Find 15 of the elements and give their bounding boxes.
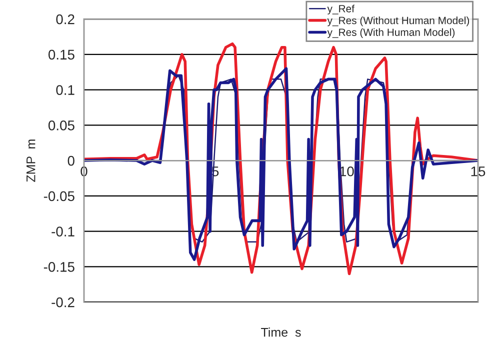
y-tick-label: 0.05 bbox=[48, 120, 74, 130]
y-tick-label: -0.2 bbox=[52, 297, 74, 308]
y-tick-label: -0.15 bbox=[44, 262, 74, 272]
y-tick-label: 0 bbox=[68, 156, 74, 166]
y-tick-label: -0.1 bbox=[52, 226, 74, 236]
x-axis-title: Time s bbox=[261, 328, 301, 337]
y-tick-label: -0.05 bbox=[44, 191, 74, 202]
legend-label: y_Res (Without Human Model) bbox=[327, 16, 470, 26]
y-tick-label: 0.15 bbox=[48, 50, 74, 60]
y-axis-title: ZMP m bbox=[26, 140, 36, 182]
y-tick-label: 0.2 bbox=[56, 14, 74, 24]
legend-label: y_Ref bbox=[327, 4, 354, 14]
x-tick-label: 15 bbox=[471, 166, 486, 176]
y-tick-label: 0.1 bbox=[56, 85, 74, 95]
legend-label: y_Res (With Human Model) bbox=[327, 28, 455, 38]
